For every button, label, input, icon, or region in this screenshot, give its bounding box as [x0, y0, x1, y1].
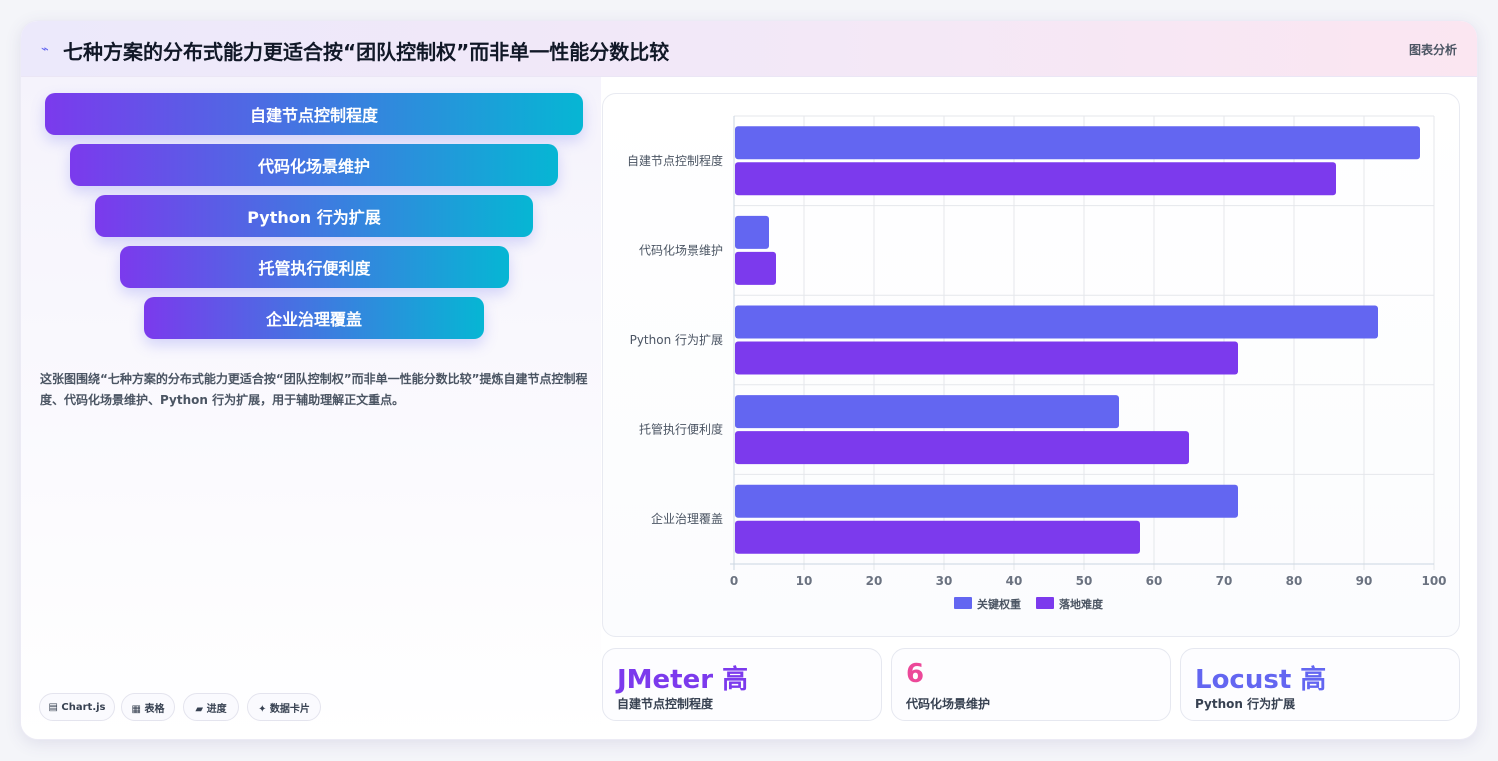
x-tick-label-0: 0 [730, 574, 738, 588]
bar-1-4 [735, 395, 1119, 429]
category-label-3: Python 行为扩展 [630, 333, 723, 347]
x-tick-label-8: 80 [1286, 574, 1303, 588]
legend-swatch-2 [1036, 597, 1054, 609]
legend-label-2: 落地难度 [1059, 597, 1104, 611]
kpi-label-2: 代码化场景维护 [906, 697, 991, 711]
kpi-label-3: Python 行为扩展 [1195, 697, 1296, 711]
pill-progress[interactable]: ▰ 进度 [183, 693, 239, 721]
category-label-4: 托管执行便利度 [639, 422, 723, 437]
chart-analysis-tag: 图表分析 [1408, 43, 1457, 57]
funnel-step-1: 自建节点控制程度 [45, 93, 583, 135]
bar-2-4 [735, 431, 1189, 465]
kpi-card-3: Locust 高 Python 行为扩展 [1180, 648, 1460, 721]
left-panel: 自建节点控制程度 代码化场景维护 Python 行为扩展 托管执行便利度 企业治… [21, 77, 601, 739]
pill-chartjs[interactable]: ▤ Chart.js [39, 693, 115, 721]
chart-description: 这张图围绕“七种方案的分布式能力更适合按“团队控制权”而非单一性能分数比较”提炼… [40, 372, 588, 407]
legend-swatch-1 [954, 597, 972, 609]
bar-1-2 [735, 215, 769, 249]
bar-2-5 [735, 520, 1140, 554]
kpi-value-1: JMeter 高 [617, 665, 749, 695]
x-tick-label-6: 60 [1146, 574, 1163, 588]
dashboard-card: ⌁ 七种方案的分布式能力更适合按“团队控制权”而非单一性能分数比较 图表分析 自… [20, 20, 1478, 740]
kpi-value-2: 6 [906, 659, 925, 689]
page-title: 七种方案的分布式能力更适合按“团队控制权”而非单一性能分数比较 [63, 40, 670, 64]
x-tick-label-10: 100 [1421, 574, 1446, 588]
x-tick-label-4: 40 [1006, 574, 1023, 588]
legend-label-1: 关键权重 [977, 597, 1021, 611]
kpi-card-1: JMeter 高 自建节点控制程度 [602, 648, 882, 721]
x-tick-label-3: 30 [936, 574, 953, 588]
x-tick-label-2: 20 [866, 574, 883, 588]
kpi-card-2: 6 代码化场景维护 [891, 648, 1171, 721]
bar-1-5 [735, 484, 1238, 518]
bar-2-3 [735, 341, 1238, 375]
pill-data-card[interactable]: ✦ 数据卡片 [247, 693, 321, 721]
bar-1-3 [735, 305, 1378, 339]
category-label-2: 代码化场景维护 [639, 243, 723, 257]
x-tick-label-9: 90 [1356, 574, 1373, 588]
kpi-value-3: Locust 高 [1195, 665, 1327, 695]
x-tick-label-5: 50 [1076, 574, 1093, 588]
category-label-1: 自建节点控制程度 [627, 153, 723, 168]
x-tick-label-7: 70 [1216, 574, 1233, 588]
category-label-5: 企业治理覆盖 [651, 511, 723, 526]
funnel-step-2: 代码化场景维护 [70, 144, 558, 186]
x-tick-label-1: 10 [796, 574, 813, 588]
funnel-step-3: Python 行为扩展 [95, 195, 533, 237]
bar-1-1 [735, 126, 1420, 160]
kpi-label-1: 自建节点控制程度 [617, 697, 714, 711]
sparkle-icon: ⌁ [41, 42, 49, 57]
bar-chart-container: 自建节点控制程度代码化场景维护 Python 行为扩展托管执行便利度企业治理覆盖 0… [602, 93, 1460, 637]
funnel-step-5: 企业治理覆盖 [144, 297, 484, 339]
header: ⌁ 七种方案的分布式能力更适合按“团队控制权”而非单一性能分数比较 图表分析 [21, 21, 1477, 77]
pill-table[interactable]: ▦ 表格 [121, 693, 175, 721]
bar-2-2 [735, 251, 776, 285]
bar-2-1 [735, 162, 1336, 196]
funnel-step-4: 托管执行便利度 [120, 246, 509, 288]
